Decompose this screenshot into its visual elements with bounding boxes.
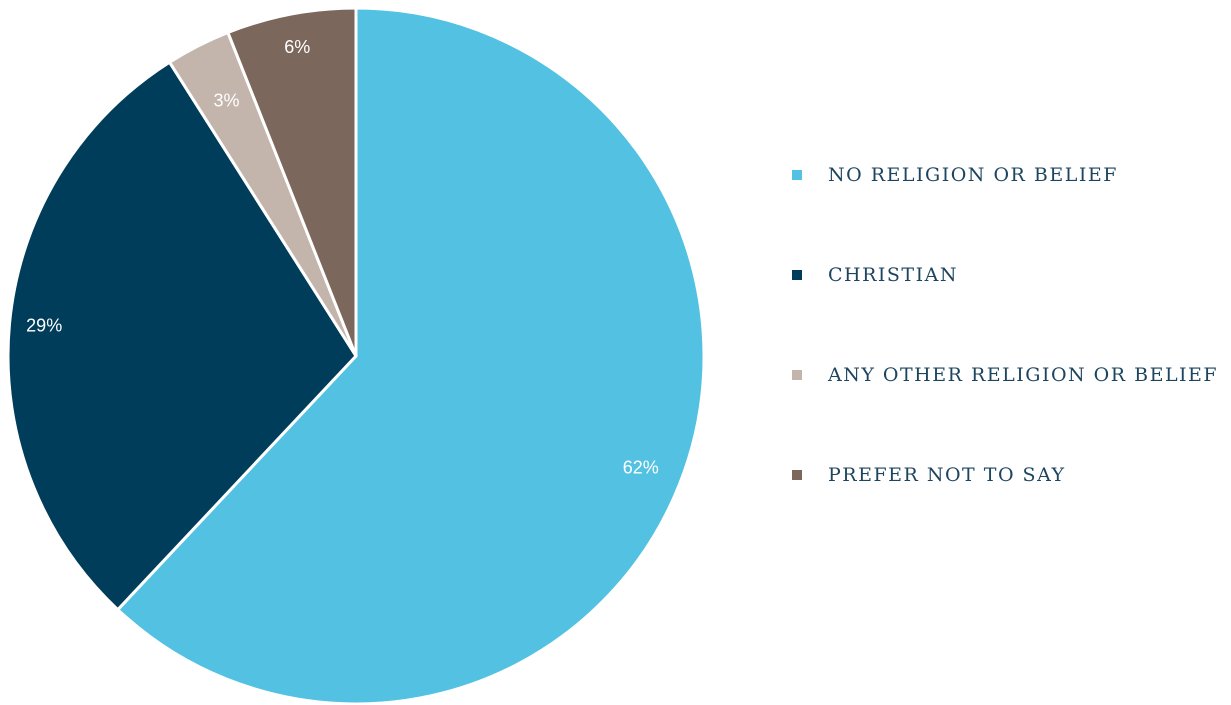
legend-swatch-christian	[792, 270, 802, 280]
legend: NO RELIGION OR BELIEF CHRISTIAN ANY OTHE…	[792, 150, 1222, 550]
legend-item-other-religion[interactable]: ANY OTHER RELIGION OR BELIEF	[792, 350, 1222, 400]
legend-swatch-prefer-not-to-say	[792, 470, 802, 480]
pie-slice-prefer-not-to-say[interactable]	[226, 6, 358, 358]
legend-label-prefer-not-to-say: PREFER NOT TO SAY	[828, 464, 1066, 486]
pie-slices	[6, 6, 706, 705]
data-label-prefer-not-to-say: 6%	[284, 37, 310, 57]
legend-label-other-religion: ANY OTHER RELIGION OR BELIEF	[828, 364, 1219, 386]
data-label-other-religion: 3%	[213, 90, 239, 110]
pie-slice-no-religion[interactable]	[116, 6, 706, 705]
pie-data-labels: 62% 29% 3% 6%	[26, 37, 659, 477]
legend-label-no-religion: NO RELIGION OR BELIEF	[828, 164, 1118, 186]
data-label-christian: 29%	[26, 315, 62, 335]
legend-swatch-no-religion	[792, 170, 802, 180]
legend-label-christian: CHRISTIAN	[828, 264, 958, 286]
legend-item-no-religion[interactable]: NO RELIGION OR BELIEF	[792, 150, 1222, 200]
legend-swatch-other-religion	[792, 370, 802, 380]
data-label-no-religion: 62%	[623, 457, 659, 477]
pie-slice-christian[interactable]	[6, 60, 358, 612]
legend-item-prefer-not-to-say[interactable]: PREFER NOT TO SAY	[792, 450, 1222, 500]
legend-item-christian[interactable]: CHRISTIAN	[792, 250, 1222, 300]
